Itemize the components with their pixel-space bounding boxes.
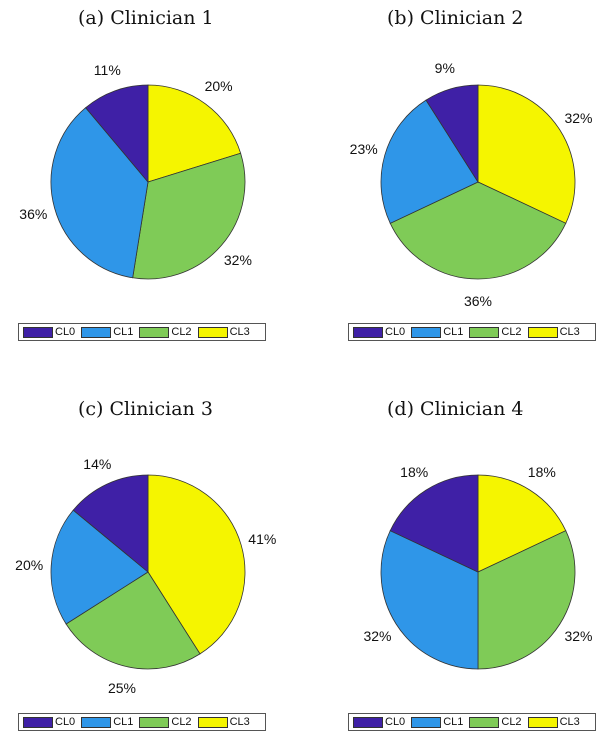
- legend: CL0 CL1 CL2 CL3: [348, 713, 596, 731]
- pie-slice-cl2: [65, 571, 201, 670]
- pie-slice-cl3: [147, 474, 246, 655]
- legend-swatch: [527, 326, 558, 338]
- legend-item-cl0: CL0: [353, 716, 405, 728]
- legend: CL0 CL1 CL2 CL3: [348, 323, 596, 341]
- legend-label: CL3: [229, 326, 250, 338]
- pie-slice-cl3: [147, 84, 242, 183]
- legend-label: CL1: [113, 326, 134, 338]
- legend-swatch: [353, 326, 383, 338]
- pie-label-cl0: 14%: [83, 456, 112, 473]
- legend-item-cl2: CL2: [139, 326, 192, 338]
- legend-swatch: [23, 716, 53, 728]
- pie-label-cl3: 41%: [248, 530, 277, 547]
- legend-label: CL3: [559, 716, 580, 728]
- legend-swatch: [469, 326, 500, 338]
- legend-label: CL1: [443, 716, 464, 728]
- pie-label-cl0: 9%: [434, 59, 455, 76]
- pie-slice-cl0: [72, 474, 149, 573]
- pie-slice-cl1: [50, 509, 149, 625]
- pie-slice-cl1: [50, 107, 149, 279]
- legend-label: CL0: [55, 716, 76, 728]
- pie-label-cl3: 18%: [527, 463, 556, 480]
- panel-title: (d) Clinician 4: [387, 398, 524, 420]
- legend-item-cl3: CL3: [197, 716, 250, 728]
- legend-swatch: [23, 326, 53, 338]
- legend-swatch: [197, 716, 228, 728]
- pie-label-cl1: 32%: [363, 627, 392, 644]
- legend-label: CL2: [501, 326, 522, 338]
- legend-item-cl0: CL0: [23, 326, 75, 338]
- pie-label-cl1: 20%: [15, 556, 44, 573]
- pie-slice-cl3: [477, 84, 576, 224]
- legend-swatch: [139, 326, 170, 338]
- panel-title: (b) Clinician 2: [387, 7, 524, 29]
- legend-label: CL3: [229, 716, 250, 728]
- panel-title: (a) Clinician 1: [78, 7, 214, 29]
- pie-slice-cl2: [477, 530, 576, 670]
- legend-item-cl1: CL1: [411, 326, 463, 338]
- pie-slice-cl1: [380, 530, 479, 670]
- legend-item-cl2: CL2: [139, 716, 192, 728]
- legend-item-cl1: CL1: [81, 326, 133, 338]
- legend-item-cl3: CL3: [527, 716, 580, 728]
- pie-label-cl3: 20%: [204, 78, 233, 95]
- pie-label-cl2: 36%: [463, 293, 493, 309]
- legend-label: CL1: [443, 326, 464, 338]
- pie-slice-cl0: [425, 84, 479, 184]
- legend: CL0 CL1 CL2 CL3: [18, 323, 266, 341]
- legend-swatch: [81, 716, 112, 728]
- pie-slice-cl2: [132, 152, 246, 280]
- legend-label: CL1: [113, 716, 134, 728]
- pie-label-cl2: 32%: [223, 251, 252, 268]
- legend-swatch: [411, 326, 442, 338]
- legend-swatch: [411, 716, 442, 728]
- legend-item-cl3: CL3: [197, 326, 250, 338]
- pie-slice-cl2: [389, 181, 567, 280]
- legend-label: CL0: [385, 716, 406, 728]
- pie-slice-cl3: [477, 474, 567, 573]
- legend-swatch: [527, 716, 558, 728]
- legend-item-cl0: CL0: [353, 326, 405, 338]
- pie-label-cl0: 11%: [93, 62, 121, 79]
- legend-item-cl0: CL0: [23, 716, 75, 728]
- legend-label: CL2: [171, 716, 192, 728]
- legend-swatch: [139, 716, 170, 728]
- pie-label-cl2: 32%: [564, 627, 593, 644]
- legend-item-cl1: CL1: [81, 716, 133, 728]
- legend-label: CL2: [501, 716, 522, 728]
- pie-label-cl0: 18%: [400, 463, 429, 480]
- legend-swatch: [353, 716, 383, 728]
- legend-swatch: [469, 716, 500, 728]
- pie-label-cl1: 36%: [19, 205, 48, 222]
- pie-label-cl2: 25%: [107, 680, 137, 697]
- pie-slice-cl0: [389, 474, 479, 573]
- legend-label: CL2: [171, 326, 192, 338]
- legend-item-cl2: CL2: [469, 716, 522, 728]
- legend-label: CL0: [55, 326, 76, 338]
- legend-swatch: [197, 326, 228, 338]
- legend-item-cl1: CL1: [411, 716, 463, 728]
- pie-slice-cl0: [85, 84, 149, 184]
- pie-label-cl3: 32%: [564, 110, 593, 127]
- legend-swatch: [81, 326, 112, 338]
- legend-item-cl3: CL3: [527, 326, 580, 338]
- legend-item-cl2: CL2: [469, 326, 522, 338]
- legend-label: CL3: [559, 326, 580, 338]
- pie-slice-cl1: [380, 99, 479, 224]
- legend-label: CL0: [385, 326, 406, 338]
- panel-title: (c) Clinician 3: [78, 398, 213, 420]
- pie-label-cl1: 23%: [349, 140, 378, 157]
- legend: CL0 CL1 CL2 CL3: [18, 713, 266, 731]
